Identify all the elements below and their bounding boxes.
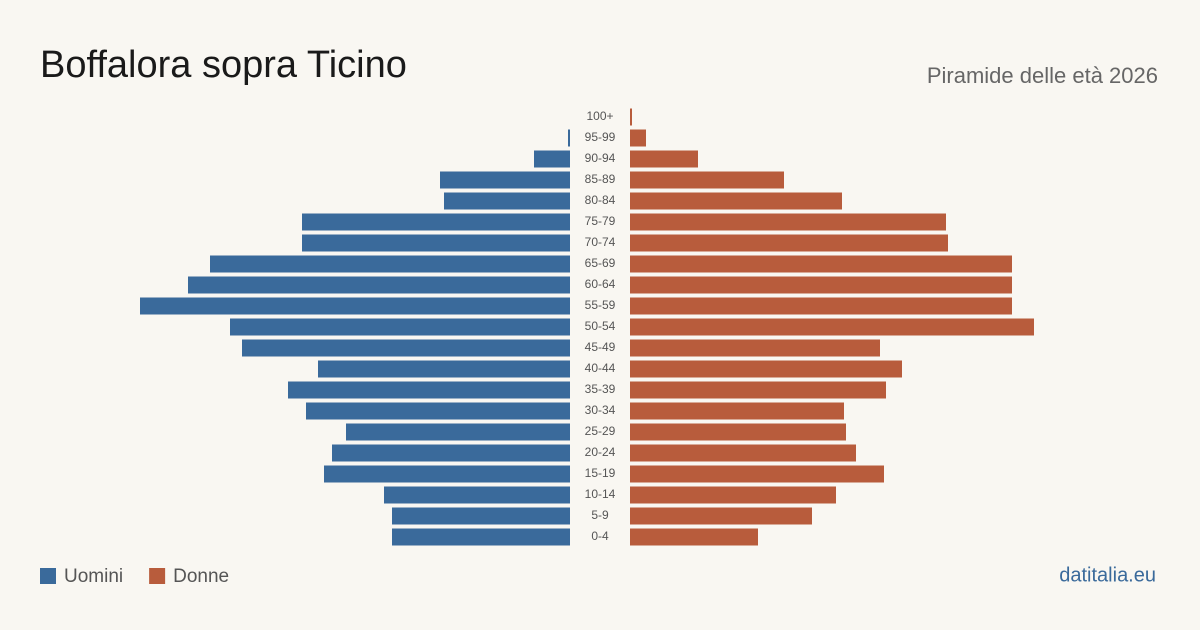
age-label: 35-39 (585, 382, 616, 396)
bar (630, 360, 902, 378)
legend-label: Donne (173, 566, 229, 587)
bar (444, 192, 570, 210)
bar (630, 339, 880, 357)
age-label: 15-19 (585, 466, 616, 480)
age-label: 60-64 (585, 277, 616, 291)
bar (210, 255, 570, 273)
bar (630, 381, 886, 399)
age-label: 65-69 (585, 256, 616, 270)
age-label: 95-99 (585, 130, 616, 144)
bar (188, 276, 570, 294)
bar (630, 255, 1012, 273)
age-label: 0-4 (591, 529, 609, 543)
bar (630, 108, 632, 126)
age-label: 70-74 (585, 235, 616, 249)
legend-label: Uomini (64, 566, 123, 587)
bar (332, 444, 570, 462)
chart-subtitle: Piramide delle età 2026 (927, 63, 1158, 88)
bar (318, 360, 570, 378)
bar (440, 171, 570, 189)
chart-title: Boffalora sopra Ticino (40, 44, 407, 86)
age-label: 100+ (586, 109, 613, 123)
age-label: 90-94 (585, 151, 616, 165)
bar (288, 381, 570, 399)
bar (534, 150, 570, 168)
age-label: 85-89 (585, 172, 616, 186)
legend-swatch (40, 568, 56, 584)
age-label: 50-54 (585, 319, 616, 333)
bar (392, 507, 570, 525)
legend-swatch (149, 568, 166, 584)
age-label: 5-9 (591, 508, 609, 522)
bar (630, 234, 948, 252)
bar (302, 234, 570, 252)
bar (630, 318, 1034, 336)
bar (242, 339, 570, 357)
bar (568, 129, 570, 147)
source: datitalia.eu (1059, 564, 1156, 586)
bar (630, 423, 846, 441)
bar (630, 507, 812, 525)
bar (630, 444, 856, 462)
age-label: 55-59 (585, 298, 616, 312)
bar (230, 318, 570, 336)
bar (324, 465, 570, 483)
bar (630, 528, 758, 546)
bar (630, 276, 1012, 294)
bar (630, 150, 698, 168)
age-label: 45-49 (585, 340, 616, 354)
age-label: 40-44 (585, 361, 616, 375)
bar (384, 486, 570, 504)
bar (630, 171, 784, 189)
bar (346, 423, 570, 441)
bar (630, 192, 842, 210)
age-label: 80-84 (585, 193, 616, 207)
age-label: 75-79 (585, 214, 616, 228)
bar (302, 213, 570, 231)
age-label: 25-29 (585, 424, 616, 438)
age-label: 10-14 (585, 487, 616, 501)
bar (392, 528, 570, 546)
bar (630, 465, 884, 483)
bar (630, 213, 946, 231)
bar (630, 129, 646, 147)
bar (630, 486, 836, 504)
bar (630, 297, 1012, 315)
age-label: 20-24 (585, 445, 616, 459)
bar (306, 402, 570, 420)
bar (630, 402, 844, 420)
bar (140, 297, 570, 315)
age-label: 30-34 (585, 403, 616, 417)
